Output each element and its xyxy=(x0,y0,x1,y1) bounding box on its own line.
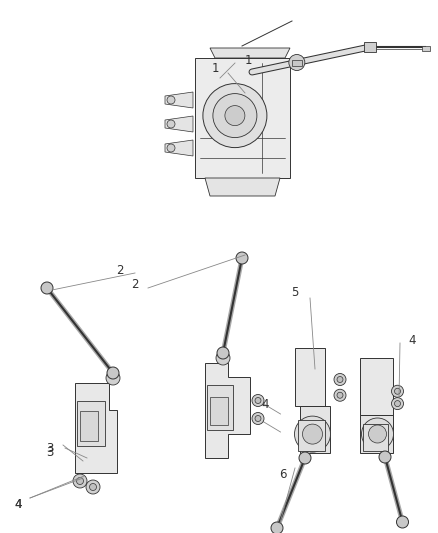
Circle shape xyxy=(334,389,346,401)
Circle shape xyxy=(337,376,343,383)
Text: 1: 1 xyxy=(244,54,252,68)
Circle shape xyxy=(73,474,87,488)
Polygon shape xyxy=(360,415,392,453)
Circle shape xyxy=(395,401,400,407)
Bar xyxy=(297,419,325,451)
Bar xyxy=(292,60,302,66)
Circle shape xyxy=(379,451,391,463)
Polygon shape xyxy=(165,92,193,108)
Circle shape xyxy=(252,394,264,407)
Polygon shape xyxy=(165,116,193,132)
Polygon shape xyxy=(75,383,117,473)
Polygon shape xyxy=(360,358,392,415)
Circle shape xyxy=(41,282,53,294)
Bar xyxy=(210,397,228,425)
Circle shape xyxy=(299,452,311,464)
Text: 3: 3 xyxy=(46,442,54,456)
Circle shape xyxy=(89,483,96,490)
Bar xyxy=(364,42,376,52)
Circle shape xyxy=(361,418,393,450)
Circle shape xyxy=(392,385,403,397)
Circle shape xyxy=(236,252,248,264)
Circle shape xyxy=(392,398,403,409)
Text: 4: 4 xyxy=(14,498,22,512)
Circle shape xyxy=(255,416,261,422)
Bar xyxy=(80,411,98,441)
Text: 4: 4 xyxy=(14,498,22,512)
Text: 2: 2 xyxy=(131,279,139,292)
Circle shape xyxy=(255,398,261,403)
Circle shape xyxy=(289,54,305,70)
Polygon shape xyxy=(210,48,290,58)
Bar xyxy=(207,384,233,430)
Circle shape xyxy=(252,413,264,424)
Text: 5: 5 xyxy=(291,287,299,300)
Polygon shape xyxy=(295,348,325,406)
Circle shape xyxy=(167,144,175,152)
Circle shape xyxy=(86,480,100,494)
Polygon shape xyxy=(300,406,330,453)
Bar xyxy=(363,424,388,451)
Circle shape xyxy=(167,120,175,128)
Circle shape xyxy=(106,371,120,385)
Bar xyxy=(77,401,105,446)
Text: 4: 4 xyxy=(261,399,269,411)
Circle shape xyxy=(337,392,343,398)
Text: 4: 4 xyxy=(408,335,416,348)
Circle shape xyxy=(294,416,331,452)
Circle shape xyxy=(213,94,257,138)
Text: 2: 2 xyxy=(116,264,124,278)
Circle shape xyxy=(303,424,322,444)
Circle shape xyxy=(225,106,245,126)
Circle shape xyxy=(167,96,175,104)
Circle shape xyxy=(216,351,230,365)
Circle shape xyxy=(334,374,346,385)
Circle shape xyxy=(77,478,84,484)
Text: 6: 6 xyxy=(279,469,287,481)
Polygon shape xyxy=(205,178,280,196)
Circle shape xyxy=(368,425,386,443)
Text: 1: 1 xyxy=(211,61,219,75)
Bar xyxy=(422,46,430,51)
Circle shape xyxy=(271,522,283,533)
Circle shape xyxy=(217,347,229,359)
Circle shape xyxy=(395,388,400,394)
Polygon shape xyxy=(205,363,250,458)
Circle shape xyxy=(203,84,267,148)
Polygon shape xyxy=(165,140,193,156)
Polygon shape xyxy=(195,58,290,178)
Circle shape xyxy=(107,367,119,379)
Circle shape xyxy=(396,516,409,528)
Text: 3: 3 xyxy=(46,447,54,459)
